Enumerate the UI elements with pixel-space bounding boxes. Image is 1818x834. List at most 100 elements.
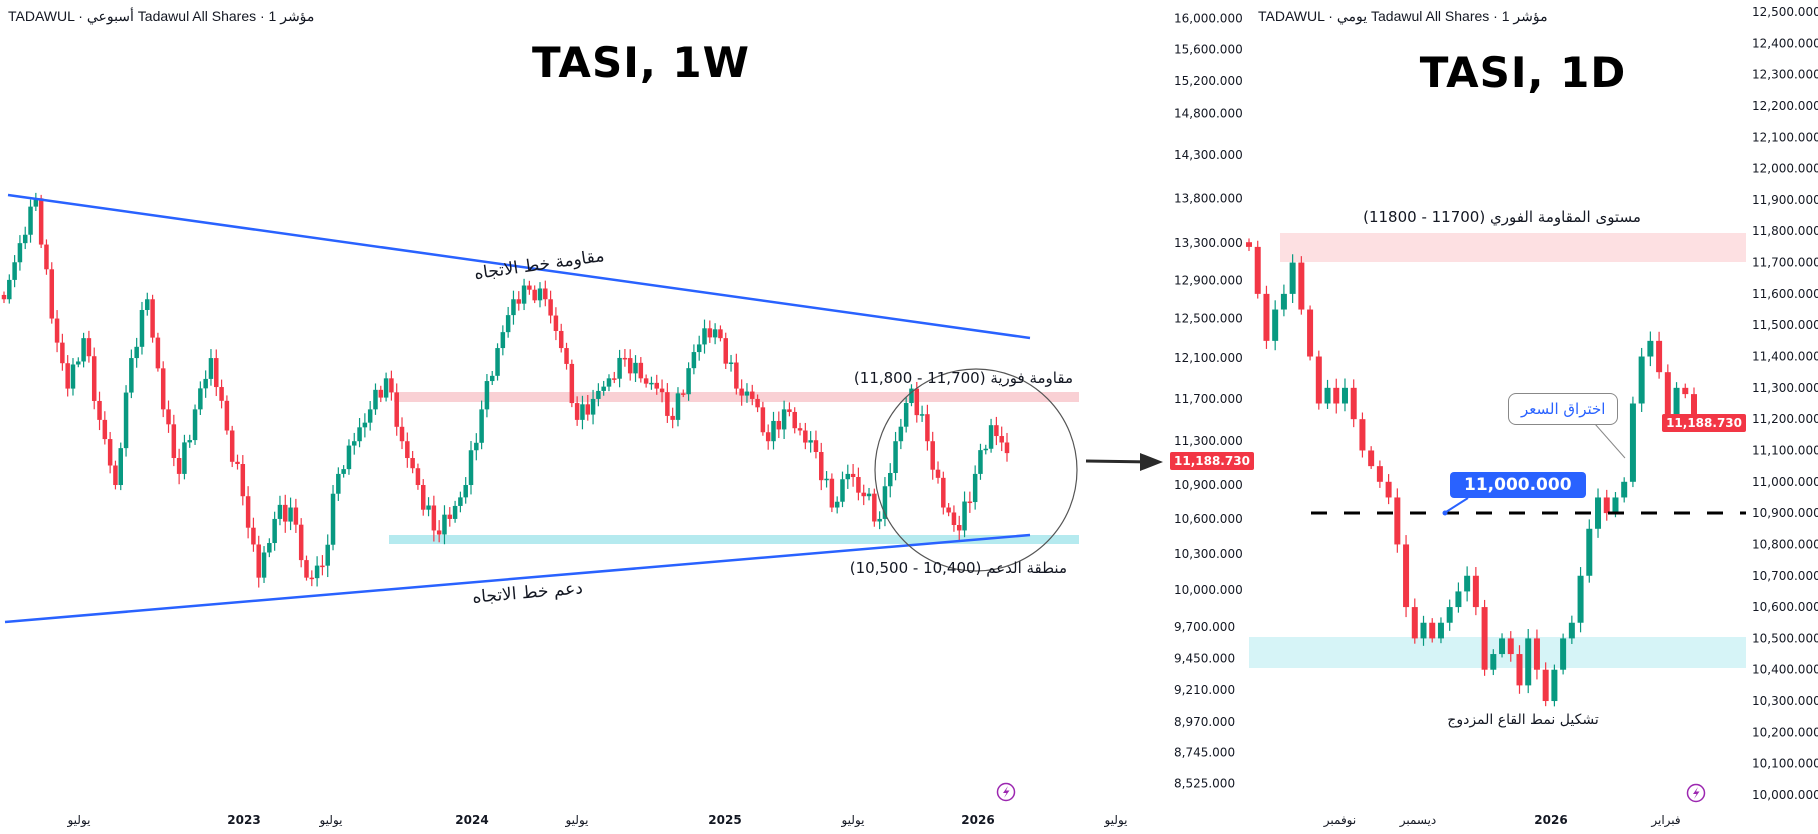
candle[interactable] [861, 484, 866, 506]
candle[interactable] [293, 498, 299, 533]
right-price-axis[interactable]: 12,500.000 12,400.000 12,300.000 12,200.000… [1752, 5, 1818, 802]
candle[interactable] [102, 411, 108, 445]
candle[interactable] [691, 344, 697, 375]
candle[interactable] [378, 385, 384, 403]
candle[interactable] [1263, 285, 1270, 349]
right-time-axis[interactable]: نوفمبر ديسمبر 2026 فبراير [1323, 813, 1681, 828]
candle[interactable] [776, 411, 782, 439]
candle[interactable] [38, 194, 44, 249]
candle[interactable] [1315, 350, 1322, 410]
candle[interactable] [187, 434, 192, 448]
candle[interactable] [1289, 254, 1296, 303]
candle[interactable] [829, 473, 835, 513]
candle[interactable] [824, 471, 829, 488]
candle[interactable] [436, 520, 442, 543]
candle[interactable] [887, 463, 893, 498]
candle[interactable] [1324, 379, 1331, 409]
candle[interactable] [723, 332, 728, 369]
candle[interactable] [930, 431, 935, 480]
candle[interactable] [765, 424, 771, 450]
candle[interactable] [1629, 396, 1636, 488]
candle[interactable] [718, 325, 723, 342]
candle[interactable] [500, 325, 506, 356]
candle[interactable] [251, 517, 256, 552]
candle[interactable] [1333, 378, 1340, 414]
candle[interactable] [431, 495, 437, 542]
candle[interactable] [49, 262, 55, 324]
candle[interactable] [139, 301, 145, 355]
candle[interactable] [1481, 599, 1488, 676]
candle[interactable] [564, 342, 569, 370]
candle[interactable] [1464, 566, 1471, 602]
candle[interactable] [1298, 256, 1305, 315]
candle[interactable] [1647, 331, 1654, 367]
candle[interactable] [972, 465, 978, 510]
candle[interactable] [1246, 238, 1252, 252]
candle[interactable] [1586, 519, 1593, 583]
candle[interactable] [192, 404, 198, 445]
candle[interactable] [962, 491, 967, 538]
candle[interactable] [489, 370, 495, 386]
breakout-level-label[interactable]: 11,000.000 [1450, 472, 1586, 498]
candle[interactable] [558, 323, 564, 353]
candle[interactable] [633, 355, 638, 382]
candle[interactable] [1, 291, 7, 304]
candle[interactable] [781, 400, 787, 440]
candle[interactable] [272, 511, 277, 551]
candle[interactable] [7, 274, 12, 304]
candle[interactable] [803, 422, 808, 450]
candle[interactable] [17, 235, 23, 271]
candle[interactable] [277, 495, 283, 526]
lightning-event-icon[interactable] [996, 782, 1016, 802]
candle[interactable] [1394, 488, 1401, 553]
candle[interactable] [643, 374, 649, 388]
candle[interactable] [283, 494, 288, 533]
candle[interactable] [367, 401, 373, 431]
candle[interactable] [336, 467, 341, 501]
candle[interactable] [346, 439, 352, 475]
candle[interactable] [1341, 378, 1348, 412]
candle[interactable] [1603, 489, 1610, 521]
candle[interactable] [474, 433, 479, 461]
candle[interactable] [665, 383, 670, 423]
candle[interactable] [420, 479, 426, 516]
candle[interactable] [394, 383, 399, 436]
candle[interactable] [649, 376, 654, 390]
candle[interactable] [1437, 617, 1444, 644]
trend-support-line[interactable] [4, 533, 1031, 624]
candle[interactable] [198, 381, 203, 415]
candle[interactable] [686, 362, 691, 401]
candle[interactable] [240, 455, 246, 506]
candle[interactable] [819, 442, 824, 491]
candle[interactable] [1595, 488, 1602, 538]
candle[interactable] [1533, 629, 1540, 680]
candle[interactable] [320, 555, 325, 576]
candle[interactable] [458, 491, 463, 513]
candle[interactable] [1507, 631, 1514, 662]
candle[interactable] [521, 278, 527, 311]
candle[interactable] [203, 370, 208, 398]
candle[interactable] [856, 467, 861, 501]
candle[interactable] [1656, 331, 1663, 379]
candle[interactable] [1490, 649, 1497, 676]
candle[interactable] [999, 426, 1004, 452]
candle[interactable] [155, 332, 161, 372]
candle[interactable] [617, 349, 622, 388]
candle[interactable] [755, 394, 760, 413]
candle[interactable] [1577, 567, 1584, 633]
candle[interactable] [935, 461, 941, 484]
breakout-callout[interactable]: اختراق السعر [1508, 393, 1619, 425]
candle[interactable] [511, 290, 516, 325]
candle[interactable] [744, 383, 750, 403]
candle[interactable] [1455, 582, 1462, 613]
candle[interactable] [288, 497, 293, 531]
candle[interactable] [383, 372, 389, 402]
candle[interactable] [1420, 615, 1427, 646]
candle[interactable] [1376, 460, 1383, 488]
candle[interactable] [728, 354, 734, 372]
candle[interactable] [978, 443, 983, 480]
candle[interactable] [707, 320, 713, 343]
candle[interactable] [898, 418, 904, 450]
candle[interactable] [1350, 379, 1357, 428]
candle[interactable] [569, 359, 575, 408]
